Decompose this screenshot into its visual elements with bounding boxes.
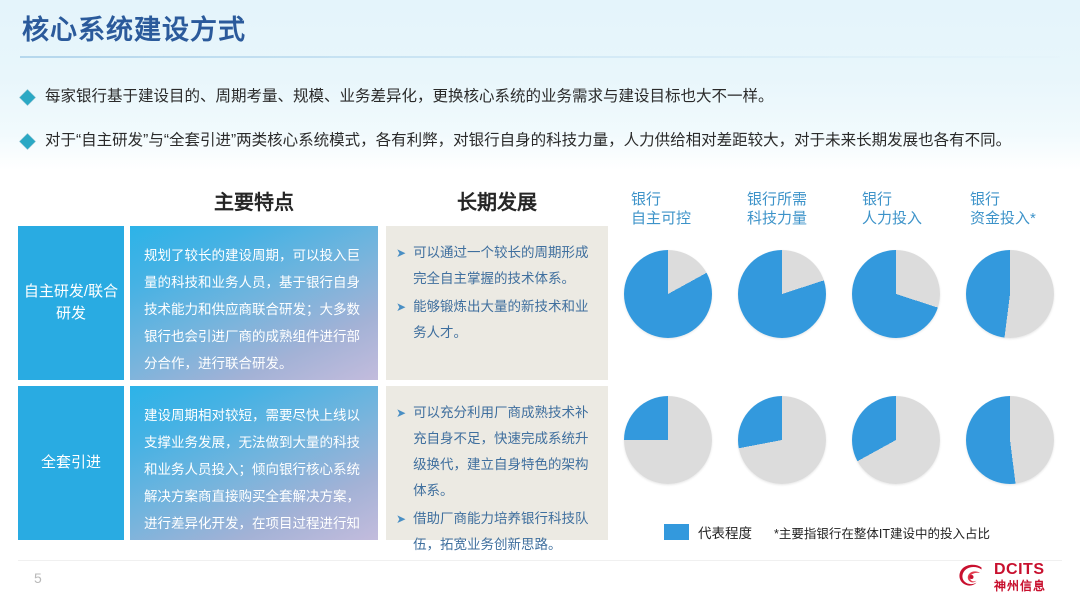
pie-column-header-0: 银行 自主可控 bbox=[631, 191, 692, 227]
longterm-cell-row-2: ➤ 可以充分利用厂商成熟技术补充自身不足，快速完成系统升级换代，建立自身特色的架… bbox=[386, 386, 608, 552]
page-number: 5 bbox=[34, 570, 42, 586]
logo-text: DCITS 神州信息 bbox=[994, 561, 1047, 593]
longterm-text: 借助厂商能力培养银行科技队伍，拓宽业务创新思路。 bbox=[413, 511, 589, 552]
longterm-text: 可以充分利用厂商成熟技术补充自身不足，快速完成系统升级换代，建立自身特色的架构体… bbox=[413, 405, 589, 498]
pie-column-header-1: 银行所需 科技力量 bbox=[747, 191, 808, 227]
pie-column-header-2: 银行 人力投入 bbox=[862, 191, 923, 227]
pie-chart-row1-col2 bbox=[738, 250, 826, 338]
company-logo: DCITS 神州信息 bbox=[958, 562, 1046, 592]
pie-chart-row2-col2 bbox=[738, 396, 826, 484]
arrow-right-icon: ➤ bbox=[396, 300, 407, 314]
pie-chart-row1-col1 bbox=[624, 250, 712, 338]
column-header-feature: 主要特点 bbox=[214, 192, 294, 214]
bullet-text-2: 对于“自主研发”与“全套引进”两类核心系统模式，各有利弊，对银行自身的科技力量，… bbox=[45, 132, 1012, 149]
pie-chart-row1-col4 bbox=[966, 250, 1054, 338]
longterm-text: 能够锻炼出大量的新技术和业务人才。 bbox=[413, 299, 589, 340]
legend-label: 代表程度 bbox=[698, 526, 752, 541]
longterm-text: 可以通过一个较长的周期形成完全自主掌握的技术体系。 bbox=[413, 245, 589, 286]
feature-cell-row-1: 规划了较长的建设周期，可以投入巨量的科技和业务人员，基于银行自身技术能力和供应商… bbox=[130, 226, 378, 380]
header-band bbox=[0, 0, 1080, 170]
dcits-swoosh-icon bbox=[959, 564, 982, 586]
pie-chart-row2-col1 bbox=[624, 396, 712, 484]
page-title: 核心系统建设方式 bbox=[22, 15, 246, 45]
pie-chart-row2-col3 bbox=[852, 396, 940, 484]
diamond-bullet-icon bbox=[19, 89, 36, 106]
pie-column-header-3: 银行 资金投入* bbox=[970, 191, 1036, 227]
arrow-right-icon: ➤ bbox=[396, 512, 407, 526]
list-item: ➤ 可以充分利用厂商成熟技术补充自身不足，快速完成系统升级换代，建立自身特色的架… bbox=[396, 400, 596, 504]
row-label-self-developed: 自主研发/联合研发 bbox=[18, 226, 124, 380]
bullet-item-1: 每家银行基于建设目的、周期考量、规模、业务差异化，更换核心系统的业务需求与建设目… bbox=[19, 86, 774, 108]
arrow-right-icon: ➤ bbox=[396, 406, 407, 420]
pie-chart-row1-col3 bbox=[852, 250, 940, 338]
legend-swatch-icon bbox=[664, 524, 689, 540]
list-item: ➤ 可以通过一个较长的周期形成完全自主掌握的技术体系。 bbox=[396, 240, 596, 292]
footer-divider bbox=[18, 560, 1062, 561]
diamond-bullet-icon bbox=[19, 133, 36, 150]
column-header-longterm: 长期发展 bbox=[457, 192, 537, 214]
title-divider bbox=[20, 56, 1060, 58]
chart-footnote: *主要指银行在整体IT建设中的投入占比 bbox=[774, 527, 990, 541]
longterm-cell-row-1: ➤ 可以通过一个较长的周期形成完全自主掌握的技术体系。 ➤ 能够锻炼出大量的新技… bbox=[386, 226, 608, 380]
chart-legend: 代表程度 bbox=[664, 522, 752, 542]
list-item: ➤ 借助厂商能力培养银行科技队伍，拓宽业务创新思路。 bbox=[396, 506, 596, 558]
feature-cell-row-2: 建设周期相对较短，需要尽快上线以支撑业务发展，无法做到大量的科技和业务人员投入；… bbox=[130, 386, 378, 558]
logo-text-en: DCITS bbox=[994, 561, 1045, 578]
row-label-full-import: 全套引进 bbox=[18, 386, 124, 540]
bullet-item-2: 对于“自主研发”与“全套引进”两类核心系统模式，各有利弊，对银行自身的科技力量，… bbox=[19, 130, 1012, 152]
arrow-right-icon: ➤ bbox=[396, 246, 407, 260]
pie-chart-row2-col4 bbox=[966, 396, 1054, 484]
logo-text-cn: 神州信息 bbox=[994, 579, 1047, 593]
list-item: ➤ 能够锻炼出大量的新技术和业务人才。 bbox=[396, 294, 596, 346]
bullet-text-1: 每家银行基于建设目的、周期考量、规模、业务差异化，更换核心系统的业务需求与建设目… bbox=[45, 88, 774, 105]
